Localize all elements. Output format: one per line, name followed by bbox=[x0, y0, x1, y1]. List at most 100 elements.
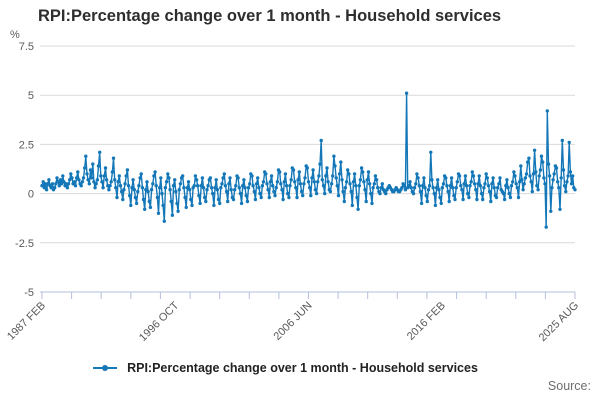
data-point[interactable] bbox=[242, 178, 246, 182]
data-point[interactable] bbox=[344, 180, 349, 184]
data-point[interactable] bbox=[448, 184, 453, 188]
data-point[interactable] bbox=[354, 184, 358, 188]
data-point[interactable] bbox=[463, 174, 468, 178]
data-point[interactable] bbox=[93, 186, 97, 190]
data-point[interactable] bbox=[378, 191, 382, 196]
data-point[interactable] bbox=[341, 189, 345, 194]
data-point[interactable] bbox=[343, 186, 348, 190]
data-point[interactable] bbox=[505, 178, 509, 182]
data-point[interactable] bbox=[416, 176, 420, 180]
data-point[interactable] bbox=[287, 195, 291, 200]
data-point[interactable] bbox=[251, 184, 255, 188]
data-point[interactable] bbox=[340, 178, 344, 182]
data-point[interactable] bbox=[163, 186, 168, 190]
data-point[interactable] bbox=[419, 201, 424, 206]
data-point[interactable] bbox=[54, 182, 58, 186]
data-point[interactable] bbox=[218, 201, 222, 206]
data-point[interactable] bbox=[257, 186, 261, 190]
data-point[interactable] bbox=[177, 188, 181, 192]
data-point[interactable] bbox=[229, 188, 233, 192]
data-point[interactable] bbox=[434, 186, 439, 190]
data-point[interactable] bbox=[152, 174, 156, 178]
data-point[interactable] bbox=[361, 170, 365, 174]
data-point[interactable] bbox=[511, 180, 515, 184]
data-point[interactable] bbox=[111, 156, 116, 160]
data-point[interactable] bbox=[129, 203, 133, 208]
data-point[interactable] bbox=[119, 189, 124, 194]
data-point[interactable] bbox=[441, 182, 446, 186]
data-point[interactable] bbox=[376, 186, 380, 190]
data-point[interactable] bbox=[515, 186, 519, 190]
data-point[interactable] bbox=[261, 180, 266, 184]
data-point[interactable] bbox=[278, 170, 282, 174]
data-point[interactable] bbox=[347, 172, 351, 176]
data-point[interactable] bbox=[248, 182, 252, 186]
data-point[interactable] bbox=[223, 184, 228, 188]
data-point[interactable] bbox=[512, 170, 516, 174]
data-point[interactable] bbox=[333, 164, 337, 168]
data-point[interactable] bbox=[281, 197, 285, 202]
data-point[interactable] bbox=[506, 186, 510, 190]
data-point[interactable] bbox=[49, 186, 53, 190]
data-point[interactable] bbox=[523, 176, 528, 180]
data-point[interactable] bbox=[284, 184, 289, 188]
data-point[interactable] bbox=[139, 172, 143, 176]
data-point[interactable] bbox=[306, 180, 311, 184]
data-point[interactable] bbox=[321, 184, 326, 188]
data-point[interactable] bbox=[447, 199, 451, 204]
data-point[interactable] bbox=[224, 189, 229, 194]
data-point[interactable] bbox=[552, 172, 556, 176]
data-point[interactable] bbox=[544, 225, 548, 229]
data-point[interactable] bbox=[313, 188, 318, 192]
data-point[interactable] bbox=[422, 176, 426, 180]
data-point[interactable] bbox=[517, 180, 522, 184]
data-point[interactable] bbox=[147, 199, 151, 204]
data-point[interactable] bbox=[166, 172, 170, 176]
data-point[interactable] bbox=[519, 164, 523, 168]
data-point[interactable] bbox=[203, 195, 207, 200]
data-point[interactable] bbox=[206, 184, 210, 188]
data-point[interactable] bbox=[40, 184, 44, 188]
data-point[interactable] bbox=[116, 180, 120, 184]
data-point[interactable] bbox=[289, 178, 293, 182]
data-point[interactable] bbox=[153, 170, 157, 174]
data-point[interactable] bbox=[357, 184, 361, 188]
data-point[interactable] bbox=[363, 188, 367, 192]
data-point[interactable] bbox=[571, 174, 575, 178]
data-point[interactable] bbox=[296, 178, 300, 182]
data-point[interactable] bbox=[197, 193, 201, 198]
data-point[interactable] bbox=[462, 182, 466, 186]
data-point[interactable] bbox=[199, 184, 203, 188]
data-point[interactable] bbox=[475, 197, 479, 202]
data-point[interactable] bbox=[331, 174, 335, 178]
data-point[interactable] bbox=[481, 197, 485, 202]
data-point[interactable] bbox=[57, 184, 61, 188]
data-point[interactable] bbox=[55, 176, 59, 180]
data-point[interactable] bbox=[156, 211, 161, 215]
data-point[interactable] bbox=[50, 182, 55, 186]
data-point[interactable] bbox=[243, 186, 247, 190]
data-point[interactable] bbox=[335, 184, 339, 188]
data-point[interactable] bbox=[526, 160, 530, 164]
data-point[interactable] bbox=[316, 180, 320, 184]
data-point[interactable] bbox=[219, 186, 223, 190]
data-point[interactable] bbox=[411, 191, 416, 196]
data-point[interactable] bbox=[516, 195, 521, 200]
data-point[interactable] bbox=[541, 160, 545, 164]
data-point[interactable] bbox=[470, 170, 474, 174]
data-point[interactable] bbox=[138, 176, 142, 180]
data-point[interactable] bbox=[267, 195, 271, 200]
data-point[interactable] bbox=[425, 199, 429, 204]
data-point[interactable] bbox=[234, 184, 238, 188]
data-point[interactable] bbox=[479, 191, 484, 196]
data-point[interactable] bbox=[546, 162, 551, 166]
data-point[interactable] bbox=[265, 182, 269, 186]
data-point[interactable] bbox=[414, 182, 418, 186]
data-point[interactable] bbox=[539, 154, 544, 158]
data-point[interactable] bbox=[162, 219, 166, 223]
data-point[interactable] bbox=[440, 186, 444, 190]
data-point[interactable] bbox=[431, 186, 435, 190]
data-point[interactable] bbox=[73, 184, 78, 188]
data-point[interactable] bbox=[559, 176, 563, 180]
data-point[interactable] bbox=[222, 172, 226, 176]
